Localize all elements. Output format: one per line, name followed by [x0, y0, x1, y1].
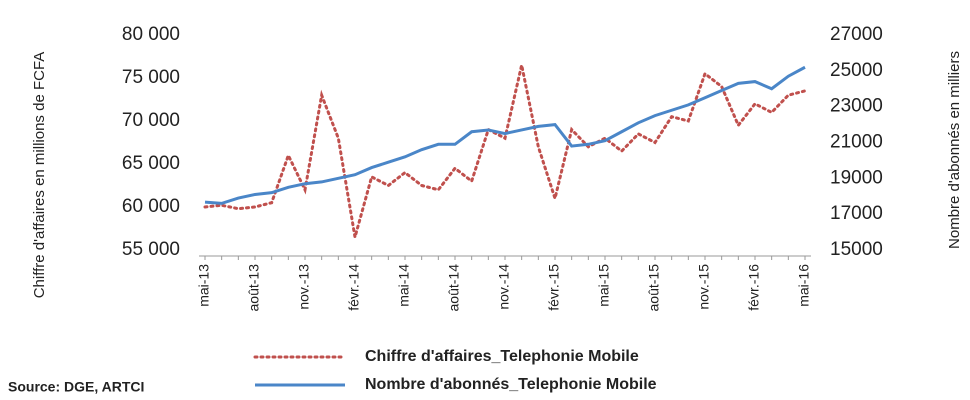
y-tick-label: 55 000 — [122, 239, 180, 260]
y2-tick-label: 27000 — [830, 24, 883, 45]
series-line — [203, 64, 807, 238]
source: Source: DGE, ARTCI — [8, 379, 144, 395]
y2-tick-label: 17000 — [830, 203, 883, 224]
y-tick-label: 75 000 — [122, 67, 180, 88]
x-tick-label: mai-16 — [796, 264, 812, 307]
y-tick-label: 60 000 — [122, 196, 180, 217]
x-tick-label: nov.-15 — [696, 264, 712, 310]
series-line — [204, 65, 806, 205]
y-tick-label: 80 000 — [122, 24, 180, 45]
y2-tick-label: 15000 — [830, 239, 883, 260]
x-tick-label: mai-15 — [596, 264, 612, 307]
y-axis-title: Chiffre d'affaires en millions de FCFA — [31, 52, 48, 299]
y2-axis-title: Nombre d'abonnés en milliers — [946, 51, 963, 249]
y2-tick-label: 19000 — [830, 167, 883, 188]
legend-label: Chiffre d'affaires_Telephonie Mobile — [365, 348, 639, 365]
y2-tick-label: 21000 — [830, 132, 883, 153]
x-tick-label: août-14 — [446, 264, 462, 312]
y2-tick-label: 25000 — [830, 60, 883, 81]
x-tick-label: août-15 — [646, 264, 662, 312]
x-tick-label: nov.-14 — [496, 264, 512, 310]
x-tick-label: mai-14 — [396, 264, 412, 307]
y2-tick-label: 23000 — [830, 96, 883, 117]
x-tick-label: févr.-14 — [346, 264, 362, 311]
x-tick-label: févr.-16 — [746, 264, 762, 311]
y-tick-label: 65 000 — [122, 153, 180, 174]
legend-label: Nombre d'abonnés_Telephonie Mobile — [365, 376, 657, 393]
x-tick-label: août-13 — [246, 264, 262, 312]
x-tick-label: nov.-13 — [296, 264, 312, 310]
y-tick-label: 70 000 — [122, 110, 180, 131]
x-tick-label: mai-13 — [196, 264, 212, 307]
x-tick-label: févr.-15 — [546, 264, 562, 311]
